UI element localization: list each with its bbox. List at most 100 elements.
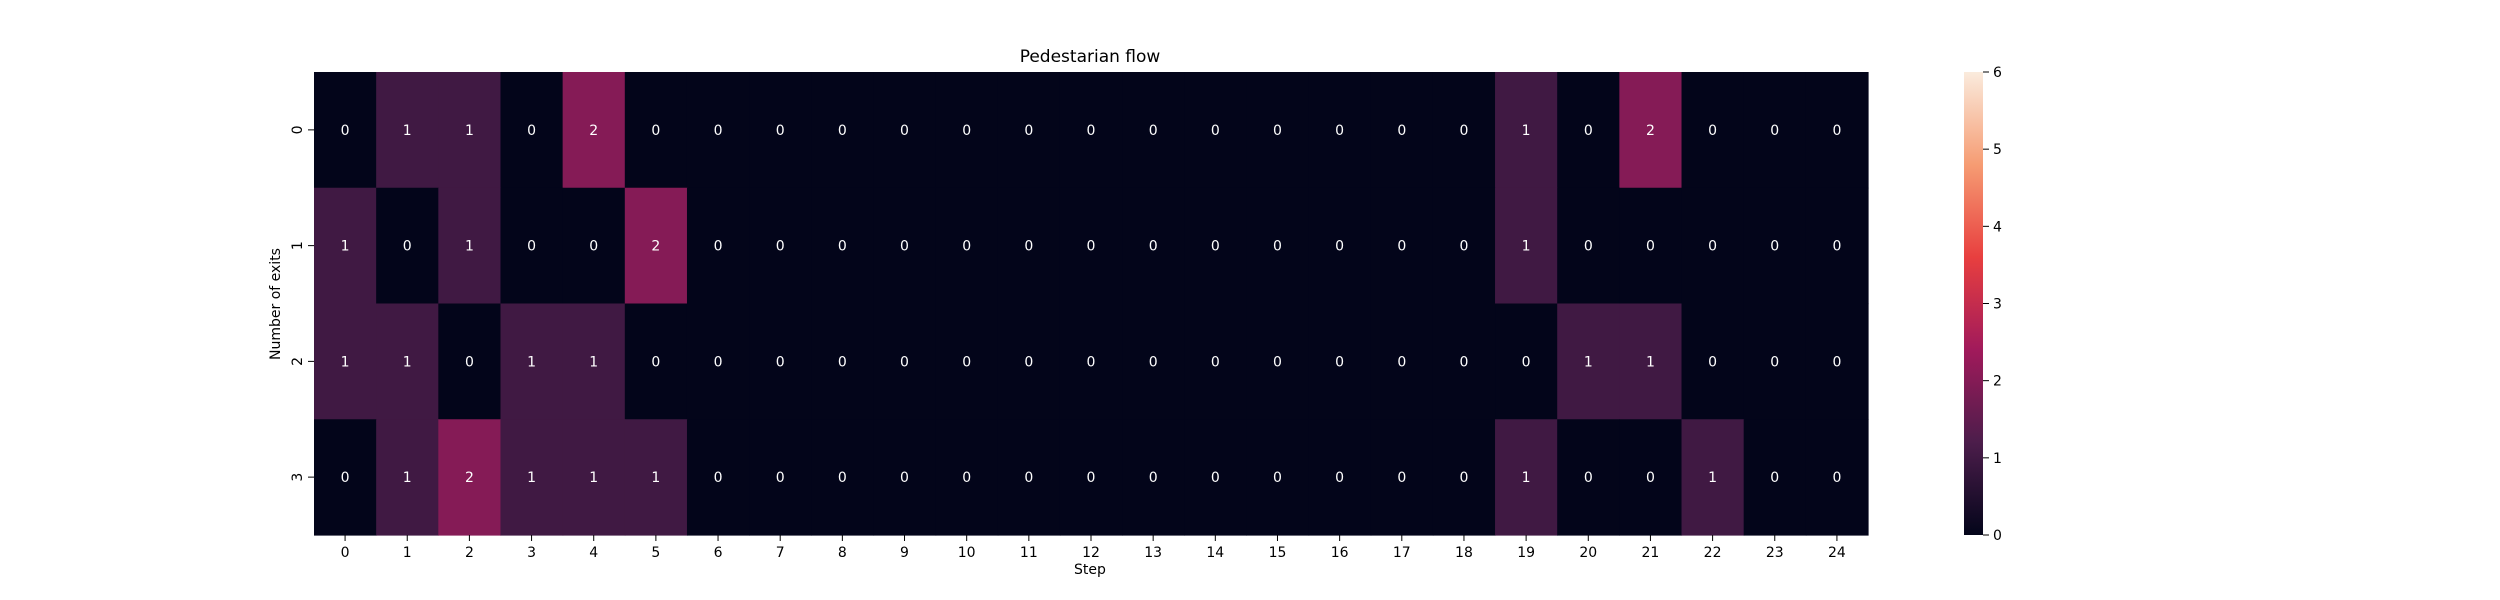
- heatmap-cell: [1432, 187, 1496, 305]
- colorbar-tick-label: 0: [1993, 528, 2002, 544]
- cell-annotation: 1: [465, 239, 474, 255]
- cell-annotation: 1: [403, 354, 412, 370]
- heatmap-cell: [811, 72, 875, 189]
- colorbar: [1964, 72, 1983, 535]
- x-tick-label: 3: [527, 545, 536, 561]
- heatmap-cell: [1308, 419, 1372, 536]
- cell-annotation: 0: [1087, 123, 1096, 139]
- cell-annotation: 0: [962, 354, 971, 370]
- heatmap-cell: [314, 419, 377, 536]
- heatmap-cell: [749, 303, 812, 420]
- heatmap-cell: [314, 187, 377, 305]
- cell-annotation: 1: [465, 123, 474, 139]
- heatmap-cell: [1184, 187, 1247, 305]
- heatmap-cell: [935, 187, 999, 305]
- cell-annotation: 0: [1708, 239, 1717, 255]
- heatmap-cell: [1370, 187, 1434, 305]
- cell-annotation: 0: [1149, 470, 1158, 486]
- cell-annotation: 0: [1273, 470, 1282, 486]
- cell-annotation: 0: [1397, 354, 1406, 370]
- heatmap-cell: [376, 303, 439, 420]
- cell-annotation: 0: [1211, 354, 1220, 370]
- cell-annotation: 0: [1770, 239, 1779, 255]
- cell-annotation: 0: [900, 470, 909, 486]
- heatmap-cell: [500, 72, 564, 189]
- heatmap-cell: [624, 187, 688, 305]
- cell-annotation: 0: [1211, 470, 1220, 486]
- heatmap-cell: [1805, 303, 1869, 420]
- heatmap-cell: [1059, 303, 1123, 420]
- cell-annotation: 0: [341, 470, 350, 486]
- heatmap-cell: [1370, 303, 1434, 420]
- cell-annotation: 0: [776, 470, 785, 486]
- heatmap-cell: [1370, 72, 1434, 189]
- x-tick-label: 16: [1331, 545, 1349, 561]
- heatmap-cell: [873, 303, 937, 420]
- heatmap-cell: [1308, 187, 1372, 305]
- cell-annotation: 0: [1832, 239, 1841, 255]
- heatmap-cell: [624, 419, 688, 536]
- cell-annotation: 0: [1770, 354, 1779, 370]
- cell-annotation: 0: [1708, 354, 1717, 370]
- heatmap-cell: [935, 303, 999, 420]
- heatmap-cell: [1619, 187, 1683, 305]
- cell-annotation: 1: [589, 470, 598, 486]
- cell-annotation: 0: [1646, 470, 1655, 486]
- cell-annotation: 0: [1708, 123, 1717, 139]
- colorbar-ticks: 0 1 2 3 4 5 6: [1983, 65, 2002, 544]
- x-tick-label: 1: [403, 545, 412, 561]
- cell-annotation: 0: [1397, 470, 1406, 486]
- x-tick-label: 19: [1517, 545, 1535, 561]
- colorbar-tick-label: 2: [1993, 374, 2002, 390]
- colorbar-tick-label: 4: [1993, 219, 2002, 235]
- x-tick-label: 22: [1704, 545, 1722, 561]
- cell-annotation: 0: [1770, 470, 1779, 486]
- heatmap-cell: [1059, 187, 1123, 305]
- heatmap-cell: [562, 187, 626, 305]
- cell-annotation: 0: [1087, 239, 1096, 255]
- heatmap-cell: [686, 187, 750, 305]
- heatmap-cell: [811, 303, 875, 420]
- cell-annotation: 1: [589, 354, 598, 370]
- heatmap-cell: [376, 187, 439, 305]
- y-axis-ticks: 0 1 2 3: [290, 125, 314, 482]
- heatmap-cell: [1805, 419, 1869, 536]
- heatmap-cell: [873, 187, 937, 305]
- x-tick-label: 15: [1269, 545, 1287, 561]
- cell-annotation: 0: [714, 470, 723, 486]
- cell-annotation: 0: [1273, 354, 1282, 370]
- cell-annotation: 0: [1149, 239, 1158, 255]
- heatmap-cell: [1432, 72, 1496, 189]
- cell-annotation: 0: [1646, 239, 1655, 255]
- heatmap-cell: [1246, 419, 1310, 536]
- x-axis-ticks: 0 1 2 3 4 5 6 7 8 9 10 11 12 13 14 15 16 17 18 19 20 21 22 23 24: [341, 535, 1846, 561]
- x-tick-label: 2: [465, 545, 474, 561]
- cell-annotation: 1: [527, 354, 536, 370]
- x-tick-label: 8: [838, 545, 847, 561]
- heatmap-cell: [935, 419, 999, 536]
- colorbar-tick-label: 5: [1993, 142, 2002, 158]
- heatmap-cell: [1122, 187, 1185, 305]
- x-tick-label: 9: [900, 545, 909, 561]
- heatmap-cell: [997, 419, 1061, 536]
- heatmap-cell: [686, 303, 750, 420]
- cell-annotation: 0: [1211, 239, 1220, 255]
- heatmap-cell: [1184, 419, 1247, 536]
- cell-annotation: 2: [465, 470, 474, 486]
- cell-annotation: 0: [838, 354, 847, 370]
- x-axis-label: Step: [1074, 562, 1106, 578]
- heatmap-cell: [624, 303, 688, 420]
- heatmap-cell: [811, 187, 875, 305]
- heatmap-cell: [1743, 187, 1807, 305]
- heatmap-cell: [1246, 303, 1310, 420]
- heatmap-cell: [1743, 419, 1807, 536]
- cell-annotation: 0: [714, 354, 723, 370]
- heatmap-cell: [749, 187, 812, 305]
- x-tick-label: 18: [1455, 545, 1473, 561]
- cell-annotation: 1: [403, 470, 412, 486]
- heatmap-cell: [562, 419, 626, 536]
- heatmap-cell: [438, 72, 502, 189]
- cell-annotation: 0: [465, 354, 474, 370]
- x-tick-label: 13: [1144, 545, 1162, 561]
- heatmap-cell: [1246, 72, 1310, 189]
